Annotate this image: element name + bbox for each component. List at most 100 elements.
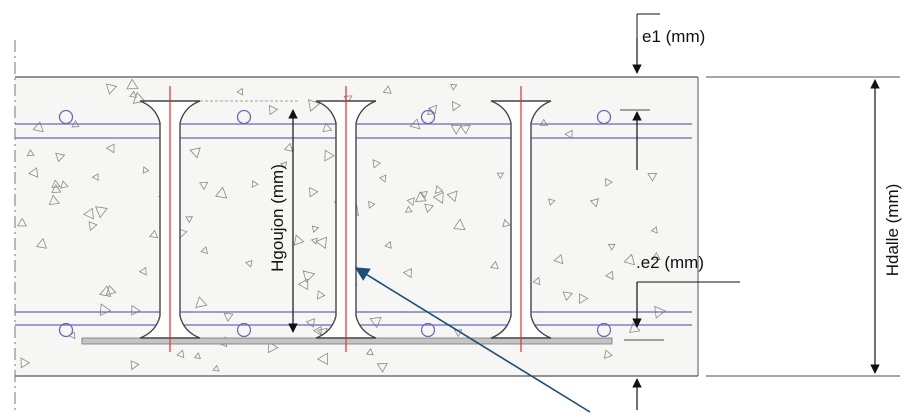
aggregate-mark-icon xyxy=(245,259,253,268)
rebar-section-icon xyxy=(236,322,252,338)
aggregate-mark-icon xyxy=(307,98,321,112)
aggregate-mark-icon xyxy=(214,186,228,199)
stud xyxy=(139,86,201,352)
aggregate-mark-icon xyxy=(195,296,208,308)
aggregate-mark-icon xyxy=(406,197,415,207)
aggregate-mark-icon xyxy=(51,179,61,189)
hdalle-label: Hdalle (mm) xyxy=(883,184,902,277)
aggregate-mark-icon xyxy=(310,237,318,245)
aggregate-mark-icon xyxy=(88,221,98,231)
aggregate-mark-icon xyxy=(26,148,35,157)
aggregate-mark-icon xyxy=(384,240,392,249)
aggregate-mark-icon xyxy=(95,206,108,219)
aggregate-mark-icon xyxy=(316,352,328,366)
aggregate-mark-icon xyxy=(579,293,589,304)
aggregate-mark-icon xyxy=(212,364,220,372)
aggregate-mark-icon xyxy=(176,349,185,359)
aggregate-mark-icon xyxy=(142,166,150,174)
aggregate-mark-icon xyxy=(446,190,458,203)
aggregate-mark-icon xyxy=(539,118,548,126)
aggregate-mark-icon xyxy=(450,83,458,91)
aggregate-mark-icon xyxy=(309,187,319,198)
aggregate-mark-icon xyxy=(623,253,635,266)
aggregate-mark-icon xyxy=(91,173,99,181)
aggregate-mark-icon xyxy=(324,149,335,162)
aggregate-mark-icon xyxy=(369,316,382,329)
aggregate-mark-icon xyxy=(415,191,427,203)
aggregate-mark-icon xyxy=(453,329,463,338)
aggregate-mark-icon xyxy=(312,325,322,336)
aggregate-mark-icon xyxy=(434,185,444,195)
aggregate-mark-icon xyxy=(130,360,140,371)
rebar-section-icon xyxy=(420,109,436,125)
e2-label: .e2 (mm) xyxy=(636,253,704,272)
aggregate-mark-icon xyxy=(99,303,112,317)
shear-studs xyxy=(139,86,552,352)
rebar-section-icon xyxy=(596,109,612,125)
aggregate-mark-icon xyxy=(267,341,279,354)
aggregate-mark-icon xyxy=(280,161,288,169)
aggregate-mark-icon xyxy=(48,194,60,205)
aggregate-mark-icon xyxy=(376,363,388,373)
aggregate-mark-icon xyxy=(548,198,556,206)
aggregate-mark-icon xyxy=(297,278,309,291)
aggregate-mark-icon xyxy=(200,246,209,255)
aggregate-mark-icon xyxy=(16,217,28,227)
aggregate-mark-icon xyxy=(35,237,48,249)
aggregate-mark-icon xyxy=(302,270,316,283)
rebar-section-icon xyxy=(58,109,74,125)
aggregate-mark-icon xyxy=(562,291,573,302)
rebar-section-icon xyxy=(596,322,612,338)
aggregate-mark-icon xyxy=(51,183,62,193)
aggregate-mark-icon xyxy=(322,122,333,133)
aggregate-mark-icon xyxy=(459,124,471,135)
aggregate-mark-icon xyxy=(149,229,159,239)
aggregate-mark-icon xyxy=(382,85,392,94)
aggregate-mark-icon xyxy=(83,207,94,220)
rebar-section-icon xyxy=(58,322,74,338)
aggregate-mark-icon xyxy=(105,284,117,296)
e1-label: e1 (mm) xyxy=(642,27,705,46)
aggregate-mark-icon xyxy=(426,107,435,116)
aggregate-mark-icon xyxy=(20,357,31,369)
aggregate-mark-icon xyxy=(185,216,194,224)
aggregate-mark-icon xyxy=(450,124,462,135)
aggregate-mark-icon xyxy=(368,200,376,209)
aggregate-mark-icon xyxy=(99,285,112,297)
aggregate-mark-icon xyxy=(404,205,413,213)
aggregate-mark-icon xyxy=(132,91,146,104)
aggregate-mark-icon xyxy=(402,268,412,279)
aggregate-mark-icon xyxy=(236,87,244,96)
aggregate-mark-icon xyxy=(105,143,115,154)
aggregate-mark-icon xyxy=(60,180,69,189)
aggregate-mark-icon xyxy=(424,203,434,214)
aggregate-mark-icon xyxy=(138,266,147,276)
aggregate-mark-icon xyxy=(453,218,466,231)
aggregate-mark-icon xyxy=(651,251,661,261)
aggregate-mark-icon xyxy=(647,173,658,182)
aggregate-mark-icon xyxy=(317,290,326,300)
aggregate-mark-icon xyxy=(553,253,564,265)
pointer-arrow xyxy=(354,267,591,413)
aggregate-mark-icon xyxy=(199,181,209,191)
aggregate-mark-icon xyxy=(605,177,613,187)
aggregate-mark-icon xyxy=(131,304,141,316)
aggregate-mark-icon xyxy=(251,180,259,188)
aggregate-mark-icon xyxy=(193,352,201,360)
aggregate-mark-icon xyxy=(490,260,499,270)
aggregate-mark-icon xyxy=(105,83,118,95)
aggregate-mark-icon xyxy=(126,78,139,90)
aggregate-mark-icon xyxy=(605,270,614,281)
aggregate-mark-icon xyxy=(589,198,599,208)
aggregate-mark-icon xyxy=(532,276,541,286)
aggregate-mark-icon xyxy=(268,104,279,116)
aggregate-mark-icon xyxy=(55,152,66,163)
aggregate-mark-icon xyxy=(32,121,44,133)
aggregate-mark-icon xyxy=(311,225,320,233)
aggregate-mark-icon xyxy=(189,147,201,159)
aggregate-mark-icon xyxy=(378,174,387,183)
rebar-section-icon xyxy=(236,109,252,125)
bottom-rebar-sections xyxy=(58,322,612,338)
base-plate xyxy=(81,337,613,345)
